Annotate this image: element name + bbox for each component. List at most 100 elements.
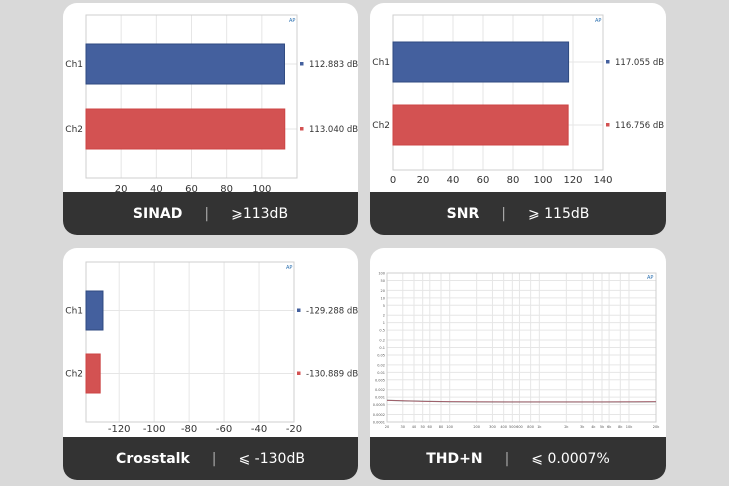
y-tick-label: 0.005: [375, 378, 385, 382]
metric-name: SINAD: [132, 205, 183, 222]
x-tick-label: 80: [439, 425, 443, 429]
y-tick-label: 0.02: [377, 363, 385, 367]
x-tick-label: 40: [150, 184, 163, 193]
x-tick-label: -80: [181, 424, 197, 435]
x-tick-label: 80: [220, 184, 233, 193]
bar-ch1: [85, 290, 104, 331]
x-tick-label: -100: [143, 424, 166, 435]
ap-logo: AP: [647, 275, 653, 281]
x-tick-label: 120: [563, 175, 582, 186]
value-label: -130.889 dB: [306, 370, 358, 380]
ap-logo: AP: [595, 18, 601, 24]
x-tick-label: 4k: [591, 425, 596, 429]
y-tick-label: 0.002: [375, 388, 385, 392]
plot-frame: [392, 14, 604, 171]
x-tick-label: 8k: [618, 425, 623, 429]
ap-logo: AP: [286, 265, 292, 271]
metric-spec: ⩾ 115dB: [527, 205, 590, 222]
y-tick-label: 100: [378, 272, 385, 276]
x-tick-label: 0: [390, 175, 396, 186]
metric-spec: ⩾113dB: [231, 205, 289, 222]
y-tick-label: 0.001: [375, 396, 385, 400]
y-tick-label: 0.0005: [373, 403, 385, 407]
x-tick-label: 500: [509, 425, 516, 429]
snr-chart: 0 20 40 60 80 100 120 140 AP Ch1 117.055 dB Ch2 116.…: [372, 14, 664, 186]
value-label: 117.055 dB: [615, 58, 664, 68]
y-tick-label: 0.5: [379, 329, 385, 333]
divider: |: [211, 450, 217, 467]
y-tick-label: 0.1: [379, 346, 385, 350]
x-tick-label: 1k: [537, 425, 542, 429]
divider: |: [504, 450, 510, 467]
x-tick-label: 40: [447, 175, 460, 186]
thdn-footer: THD+N | ⩽ 0.0007%: [370, 437, 666, 480]
bar-ch1: [85, 43, 285, 85]
y-tick-label: 0.0002: [373, 413, 385, 417]
crosstalk-chart: -120 -100 -80 -60 -40 -20 AP Ch1 -129.288 dB Ch2 -…: [65, 261, 358, 435]
y-tick-label: 0.01: [377, 371, 385, 375]
x-tick-label: 800: [527, 425, 534, 429]
crosstalk-footer: Crosstalk | ⩽ -130dB: [63, 437, 358, 480]
x-tick-label: 100: [446, 425, 453, 429]
plot-frame: [85, 261, 295, 423]
x-tick-label: -60: [216, 424, 232, 435]
x-tick-label: 100: [252, 184, 271, 193]
category-label: Ch2: [372, 121, 390, 131]
value-label: 116.756 dB: [615, 121, 664, 131]
x-tick-label: 6k: [607, 425, 612, 429]
y-tick-label: 2: [383, 314, 385, 318]
snr-card: 0 20 40 60 80 100 120 140 AP Ch1 117.055 dB Ch2 116.…: [370, 3, 666, 235]
y-tick-label: 0.05: [377, 353, 385, 357]
category-label: Ch2: [65, 370, 83, 380]
thdn-chart: 100 50 20 10 5 2 1 0.5 0.2 0.1 0.05 0.02 0.01 0.005 0.…: [373, 272, 660, 430]
sinad-card: 20 40 60 80 100 AP Ch1 112.883 dB Ch2 113.040 dB …: [63, 3, 358, 235]
y-tick-label: 50: [381, 279, 385, 283]
x-tick-label: 60: [428, 425, 432, 429]
y-tick-label: 5: [383, 304, 385, 308]
x-tick-label: 20: [115, 184, 128, 193]
metric-spec: ⩽ -130dB: [238, 450, 305, 467]
x-tick-label: 10k: [626, 425, 633, 429]
divider: |: [501, 205, 506, 222]
legend-marker: [300, 62, 304, 66]
y-tick-label: 0.2: [379, 339, 385, 343]
thdn-line-ch2: [386, 399, 657, 403]
sinad-footer: SINAD | ⩾113dB: [63, 192, 358, 235]
metric-name: Crosstalk: [116, 450, 190, 467]
sinad-chart: 20 40 60 80 100 AP Ch1 112.883 dB Ch2 113.040 dB: [65, 14, 358, 193]
value-label: -129.288 dB: [306, 307, 358, 317]
metric-name: THD+N: [426, 450, 483, 467]
legend-marker: [606, 60, 610, 64]
snr-footer: SNR | ⩾ 115dB: [370, 192, 666, 235]
x-tick-label: 100: [533, 175, 552, 186]
x-tick-label: 2k: [564, 425, 569, 429]
legend-marker: [297, 371, 301, 375]
x-tick-label: 20: [385, 425, 389, 429]
ap-logo: AP: [289, 18, 295, 24]
category-label: Ch1: [65, 60, 83, 70]
x-tick-label: 50: [420, 425, 424, 429]
x-tick-label: 3k: [580, 425, 585, 429]
bar-ch2: [392, 104, 569, 146]
legend-marker: [300, 127, 304, 131]
category-label: Ch1: [65, 307, 83, 317]
x-tick-label: 30: [401, 425, 405, 429]
divider: |: [204, 205, 210, 222]
category-label: Ch1: [372, 58, 390, 68]
metric-name: SNR: [446, 205, 480, 222]
x-tick-label: 20: [417, 175, 430, 186]
x-tick-label: 400: [500, 425, 507, 429]
plot-frame: [85, 14, 298, 179]
x-tick-label: 5k: [600, 425, 605, 429]
plot-frame: [386, 272, 657, 423]
value-label: 113.040 dB: [309, 125, 358, 135]
y-tick-label: 0.0001: [373, 421, 385, 425]
x-tick-label: 40: [412, 425, 416, 429]
y-tick-label: 1: [383, 321, 385, 325]
x-tick-label: 300: [489, 425, 496, 429]
x-tick-label: 600: [516, 425, 523, 429]
metric-spec: ⩽ 0.0007%: [531, 450, 610, 467]
value-label: 112.883 dB: [309, 60, 358, 70]
x-tick-label: 80: [507, 175, 520, 186]
bar-ch2: [85, 108, 286, 150]
